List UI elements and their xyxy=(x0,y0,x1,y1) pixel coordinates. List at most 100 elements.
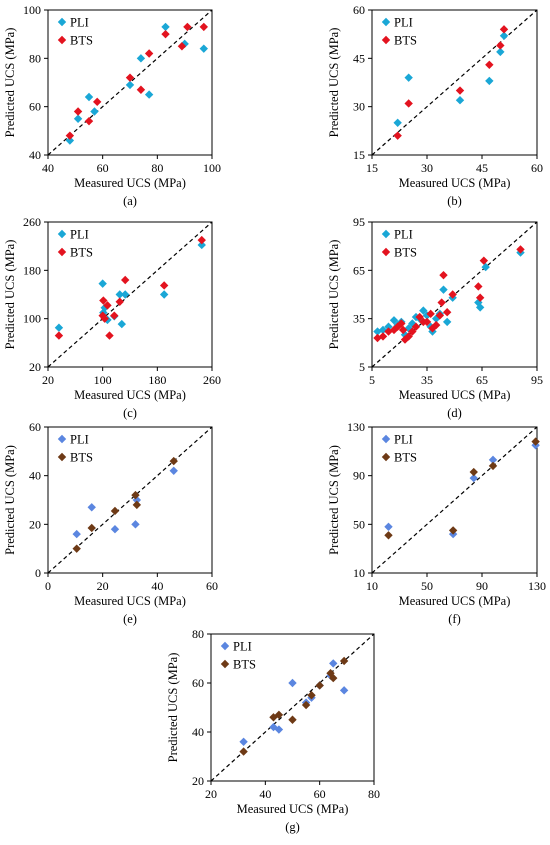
data-point-pli xyxy=(54,323,64,332)
x-tick-label: 20 xyxy=(42,373,54,387)
data-point-bts xyxy=(411,322,421,331)
legend-marker-pli xyxy=(381,229,391,239)
data-point-bts xyxy=(469,467,478,477)
data-point-pli xyxy=(469,473,478,483)
data-point-bts xyxy=(72,544,81,553)
y-tick-label: 180 xyxy=(23,263,41,277)
y-tick-label: 45 xyxy=(353,51,365,65)
data-point-pli xyxy=(455,96,465,105)
data-point-pli xyxy=(73,114,83,123)
y-tick-label: 65 xyxy=(353,263,365,277)
legend: PLI BTS xyxy=(381,433,417,465)
data-point-pli xyxy=(110,525,120,534)
x-tick-label: 45 xyxy=(476,161,488,175)
data-point-bts xyxy=(384,531,393,540)
data-point-bts xyxy=(426,309,435,319)
y-tick-label: 20 xyxy=(29,517,41,531)
data-point-pli xyxy=(159,290,169,299)
data-point-pli xyxy=(442,317,452,327)
data-point-pli xyxy=(144,90,154,99)
data-point-bts xyxy=(475,293,485,302)
plot-frame xyxy=(371,426,538,574)
y-axis-label: Predicted UCS (MPa) xyxy=(327,445,341,555)
legend-marker-bts xyxy=(57,452,67,462)
data-point-bts xyxy=(159,281,169,290)
legend-label-pli: PLI xyxy=(394,433,413,447)
data-point-bts xyxy=(121,275,130,285)
data-point-pli xyxy=(72,529,81,539)
data-point-bts xyxy=(125,73,135,82)
data-point-bts xyxy=(488,461,498,471)
legend-label-bts: BTS xyxy=(233,658,256,672)
data-point-bts xyxy=(404,332,413,341)
data-point-bts xyxy=(169,456,178,466)
panel-caption: (a) xyxy=(123,194,137,208)
data-point-bts xyxy=(177,42,187,51)
data-point-bts xyxy=(65,131,75,140)
legend-label-bts: BTS xyxy=(70,451,93,465)
x-axis-label: Measured UCS (MPa) xyxy=(74,176,186,190)
x-tick-label: 40 xyxy=(259,787,271,801)
x-tick-label: 40 xyxy=(42,161,54,175)
panel-caption: (d) xyxy=(447,406,462,420)
y-axis-label: Predicted UCS (MPa) xyxy=(3,28,17,138)
y-tick-label: 260 xyxy=(23,215,41,229)
y-tick-label: 80 xyxy=(29,51,41,65)
x-tick-label: 20 xyxy=(205,787,217,801)
panel-e: 00 20 20 40 40 60 60 PLI BTS Measured UCS (MPa) Pr… xyxy=(3,420,218,626)
x-axis-label: Measured UCS (MPa) xyxy=(237,802,349,816)
legend: PLI BTS xyxy=(220,640,256,672)
legend-marker-pli xyxy=(220,641,230,651)
data-point-bts xyxy=(144,49,154,58)
x-tick-label: 30 xyxy=(421,161,433,175)
data-point-pli xyxy=(329,659,338,668)
legend-label-pli: PLI xyxy=(394,228,413,242)
panel-caption: (f) xyxy=(448,612,461,626)
data-point-bts xyxy=(105,331,114,340)
data-point-bts xyxy=(307,691,316,700)
data-point-pli xyxy=(180,39,189,49)
data-point-bts xyxy=(115,297,124,306)
legend-marker-pli xyxy=(57,434,67,444)
one-to-one-line xyxy=(210,633,375,782)
x-tick-label: 40 xyxy=(151,579,163,593)
data-point-bts xyxy=(73,107,83,116)
data-point-pli xyxy=(199,44,208,53)
x-axis-label: Measured UCS (MPa) xyxy=(399,388,511,402)
legend-marker-bts xyxy=(381,247,391,257)
data-point-pli xyxy=(65,136,75,145)
legend-marker-pli xyxy=(381,434,391,444)
x-tick-label: 35 xyxy=(421,373,433,387)
x-axis-label: Measured UCS (MPa) xyxy=(74,388,186,402)
legend-marker-bts xyxy=(381,452,391,462)
series-bts xyxy=(373,245,525,344)
data-point-bts xyxy=(442,308,452,317)
y-tick-label: 35 xyxy=(353,312,365,326)
y-tick-label: 10 xyxy=(353,566,365,580)
data-point-bts xyxy=(479,256,489,265)
data-point-bts xyxy=(132,500,142,510)
x-tick-label: 100 xyxy=(203,161,221,175)
x-tick-label: 130 xyxy=(528,579,546,593)
one-to-one-line xyxy=(371,426,538,574)
data-point-bts xyxy=(339,656,349,666)
y-tick-label: 30 xyxy=(353,100,365,114)
y-tick-label: 95 xyxy=(353,215,365,229)
data-point-bts xyxy=(110,506,120,516)
data-point-pli xyxy=(339,686,349,695)
series-bts xyxy=(65,22,208,140)
x-tick-label: 95 xyxy=(531,373,543,387)
data-point-bts xyxy=(422,317,432,327)
data-point-pli xyxy=(239,737,248,746)
series-pli xyxy=(65,22,208,145)
data-point-bts xyxy=(404,99,413,108)
series-bts xyxy=(72,456,178,553)
data-point-pli xyxy=(87,503,96,512)
legend-marker-pli xyxy=(57,17,67,27)
data-point-bts xyxy=(378,332,388,341)
one-to-one-line xyxy=(371,221,538,368)
x-tick-label: 60 xyxy=(206,579,218,593)
